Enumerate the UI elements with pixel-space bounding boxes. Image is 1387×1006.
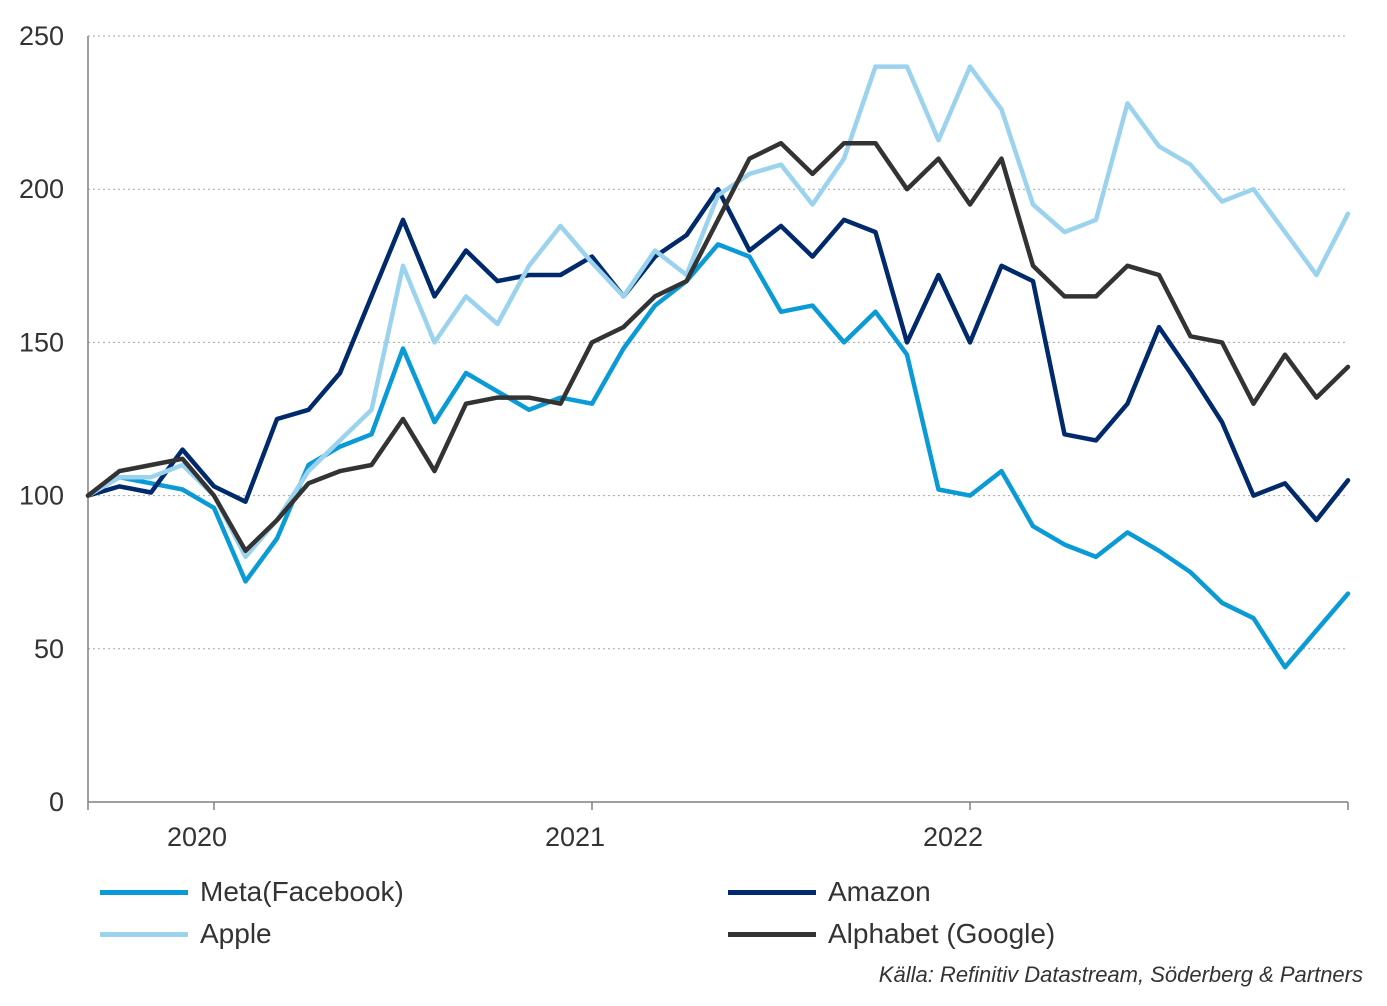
legend-label-apple: Apple bbox=[200, 918, 272, 949]
x-tick-label: 2022 bbox=[923, 822, 983, 852]
legend-swatch-alphabet bbox=[728, 931, 816, 937]
series-lines bbox=[85, 64, 1351, 670]
y-tick-label: 200 bbox=[19, 174, 64, 204]
series-line-1 bbox=[85, 186, 1351, 523]
series-line-0 bbox=[85, 242, 1351, 670]
y-tick-label: 150 bbox=[19, 327, 64, 357]
legend-item-amazon: Amazon bbox=[728, 872, 931, 912]
legend-item-meta: Meta(Facebook) bbox=[100, 872, 404, 912]
y-axis-ticks: 0 50 100 150 200 250 bbox=[19, 21, 64, 817]
series-line-2 bbox=[85, 64, 1351, 560]
series-line-3 bbox=[85, 140, 1351, 554]
legend-item-apple: Apple bbox=[100, 914, 272, 954]
x-tick-label: 2020 bbox=[167, 822, 227, 852]
line-chart: 0 50 100 150 200 250 2020 2021 2022 bbox=[19, 21, 1351, 852]
y-tick-label: 100 bbox=[19, 481, 64, 511]
legend-label-amazon: Amazon bbox=[828, 876, 931, 907]
y-tick-label: 50 bbox=[34, 634, 64, 664]
x-tick-label: 2021 bbox=[545, 822, 605, 852]
legend-label-alphabet: Alphabet (Google) bbox=[828, 918, 1056, 949]
axes bbox=[87, 36, 1348, 803]
legend-swatch-meta bbox=[100, 889, 188, 895]
legend-label-meta: Meta(Facebook) bbox=[200, 876, 404, 907]
legend-item-alphabet: Alphabet (Google) bbox=[728, 914, 1055, 954]
y-tick-label: 250 bbox=[19, 21, 64, 51]
legend-swatch-apple bbox=[100, 931, 188, 937]
source-note: Källa: Refinitiv Datastream, Söderberg &… bbox=[878, 962, 1363, 987]
y-tick-label: 0 bbox=[49, 787, 64, 817]
gridlines bbox=[88, 35, 1348, 650]
legend: Meta(Facebook) Apple Amazon Alphabet (Go… bbox=[0, 868, 1387, 968]
x-axis-ticks: 2020 2021 2022 bbox=[87, 802, 1349, 852]
legend-swatch-amazon bbox=[728, 889, 816, 895]
